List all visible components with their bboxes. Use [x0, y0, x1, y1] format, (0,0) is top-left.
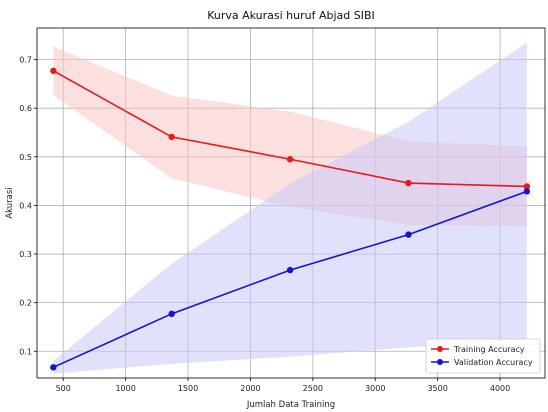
y-tick-label: 0.6	[19, 104, 32, 113]
legend-validation-accuracy-label: Validation Accuracy	[454, 358, 533, 367]
training-accuracy-point	[523, 183, 531, 190]
x-tick-label: 3500	[427, 384, 447, 393]
y-tick-label: 0.2	[19, 299, 32, 308]
chart-title: Kurva Akurasi huruf Abjad SIBI	[207, 9, 375, 22]
validation-accuracy-band	[53, 42, 527, 374]
x-axis-ticks: 500 1000 1500 2000 2500 3000 3500 4000	[56, 378, 510, 393]
validation-accuracy-point	[405, 231, 412, 238]
training-accuracy-point	[405, 179, 412, 187]
legend-box	[425, 338, 541, 374]
y-axis-ticks: 0.1 0.2 0.3 0.4 0.5 0.6 0.7	[19, 56, 37, 356]
validation-accuracy-point	[286, 266, 294, 274]
y-tick-label: 0.3	[19, 250, 32, 259]
legend-training-accuracy-marker	[437, 346, 443, 352]
x-tick-label: 4000	[490, 384, 510, 393]
y-tick-label: 0.7	[19, 56, 32, 65]
x-tick-label: 1000	[115, 384, 135, 393]
x-tick-label: 3000	[365, 384, 385, 393]
legend: Training Accuracy Validation Accuracy	[425, 338, 541, 374]
plot-area-frame	[36, 27, 546, 379]
x-axis-label: Jumlah Data Training	[246, 400, 335, 410]
legend-training-accuracy-label: Training Accuracy	[453, 345, 525, 354]
training-accuracy-point	[50, 67, 57, 74]
validation-accuracy-point	[523, 188, 531, 195]
training-accuracy-point	[286, 156, 294, 163]
x-tick-label: 500	[56, 384, 71, 393]
y-tick-label: 0.5	[19, 153, 32, 162]
y-tick-label: 0.1	[19, 347, 32, 356]
legend-validation-accuracy-marker	[437, 359, 443, 365]
validation-accuracy-point	[50, 364, 57, 371]
x-tick-label: 2500	[303, 384, 323, 393]
x-tick-label: 1500	[178, 384, 198, 393]
training-accuracy-point	[168, 133, 175, 141]
validation-accuracy-point	[168, 310, 175, 318]
y-axis-label: Akurasi	[5, 187, 15, 218]
series-points	[50, 67, 531, 371]
x-tick-label: 2000	[240, 384, 260, 393]
y-tick-label: 0.4	[19, 201, 32, 210]
